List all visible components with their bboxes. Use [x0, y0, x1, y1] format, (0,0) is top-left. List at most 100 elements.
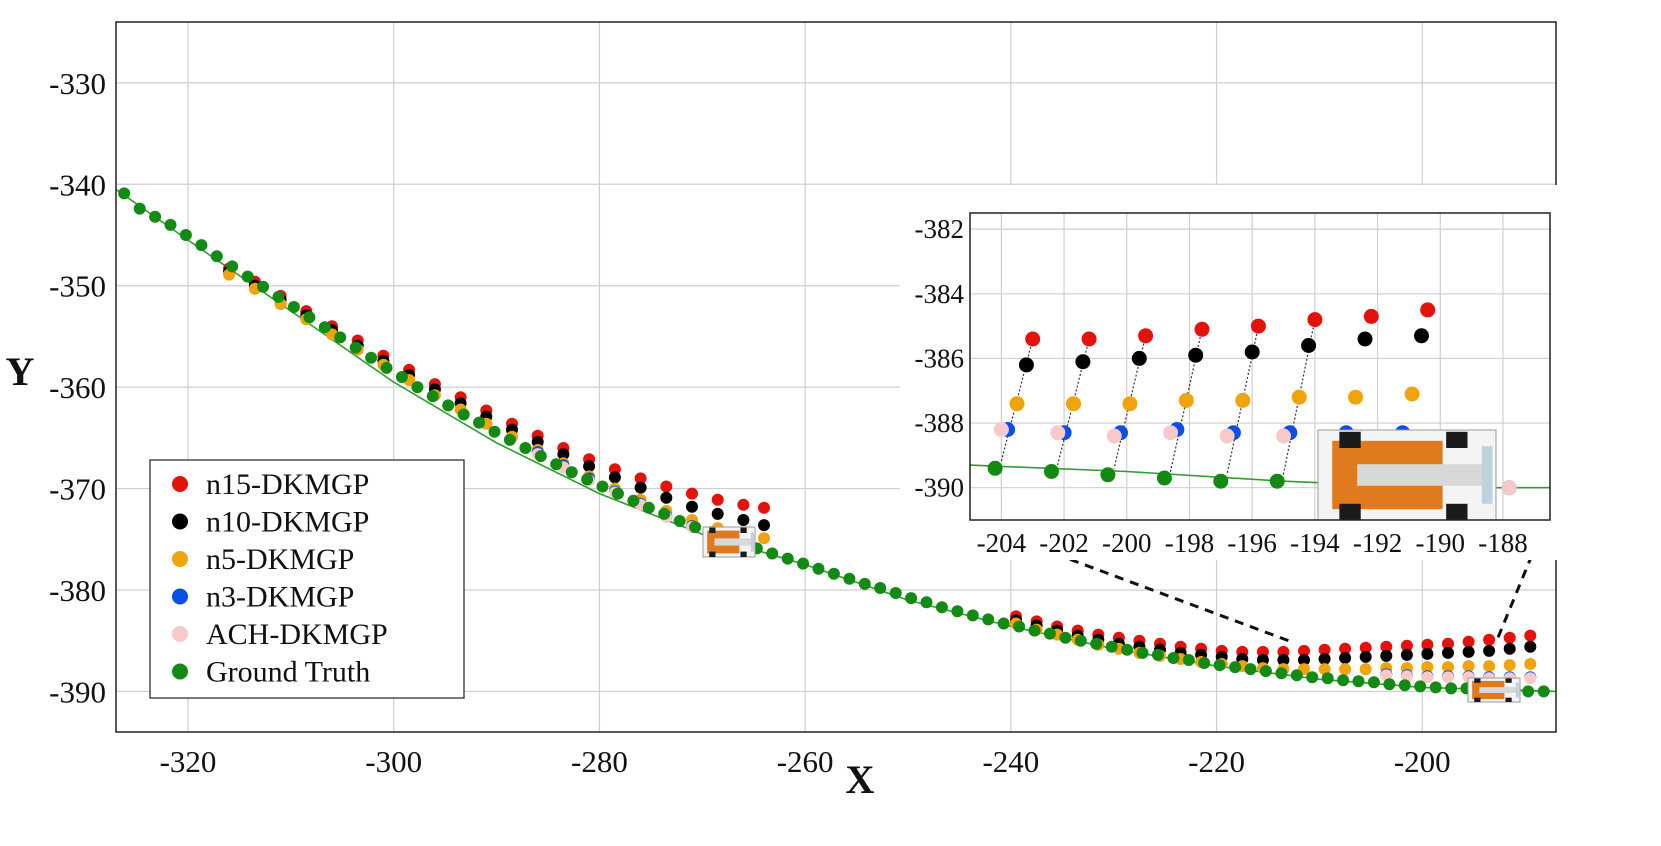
main-point-ground-truth — [1321, 672, 1334, 685]
main-point-ground-truth — [889, 587, 902, 599]
main-point-ground-truth — [210, 250, 223, 263]
main-point-ach-dkmgp — [1442, 671, 1454, 684]
main-point-n15-dkmgp — [1380, 640, 1393, 653]
main-point-ground-truth — [257, 280, 270, 293]
inset-vehicle-wheel — [1446, 503, 1468, 520]
main-point-ground-truth — [133, 202, 146, 215]
inset-y-tick-label: -386 — [915, 343, 965, 373]
main-point-ground-truth — [1013, 620, 1026, 633]
main-point-n15-dkmgp — [1298, 644, 1310, 657]
main-point-ground-truth — [519, 442, 532, 454]
inset-point-n15-dkmgp — [1363, 308, 1379, 324]
main-point-ground-truth — [611, 487, 624, 500]
main-point-ground-truth — [1522, 685, 1535, 698]
main-point-ground-truth — [920, 596, 933, 609]
inset-point-n15-dkmgp — [1025, 331, 1041, 347]
main-point-ach-dkmgp — [1421, 671, 1434, 684]
legend-marker-n3-dkmgp — [172, 588, 188, 605]
main-point-ach-dkmgp — [1400, 670, 1413, 683]
main-point-n5-dkmgp — [758, 532, 770, 545]
main-point-ground-truth — [365, 351, 378, 364]
inset-point-n15-dkmgp — [1138, 328, 1154, 344]
y-axis-title: Y — [6, 349, 35, 394]
main-point-n15-dkmgp — [1421, 638, 1434, 651]
inset-vehicle-wheel — [1446, 431, 1468, 448]
inset-y-tick-label: -384 — [915, 279, 965, 309]
inset-point-ground-truth — [1156, 470, 1172, 486]
main-point-n15-dkmgp — [1442, 637, 1454, 650]
main-plot-area — [115, 187, 1557, 703]
main-point-n10-dkmgp — [634, 481, 647, 494]
main-point-n15-dkmgp — [1503, 631, 1516, 644]
inset-vehicle-front-wing — [1481, 446, 1493, 504]
main-point-n10-dkmgp — [660, 491, 673, 504]
main-point-n15-dkmgp — [660, 480, 673, 493]
inset-point-n10-dkmgp — [1301, 338, 1317, 353]
inset-point-n10-dkmgp — [1414, 328, 1429, 344]
main-point-ground-truth — [118, 187, 131, 200]
legend-marker-n10-dkmgp — [172, 513, 188, 530]
inset-point-ground-truth — [1269, 473, 1285, 489]
main-point-ground-truth — [380, 361, 393, 374]
main-point-ground-truth — [334, 331, 347, 344]
inset-point-n15-dkmgp — [1081, 331, 1097, 347]
main-point-ground-truth — [812, 562, 825, 575]
main-point-ground-truth — [982, 613, 995, 626]
inset-point-n10-dkmgp — [1244, 344, 1260, 360]
inset-tick-labels: -204 -202 -200 -198 -196 -194 -192 -190 -188 -382… — [915, 214, 1528, 558]
main-point-n10-dkmgp — [608, 471, 621, 484]
main-point-n5-dkmgp — [1442, 661, 1454, 674]
main-point-ground-truth — [1105, 640, 1118, 653]
main-point-ground-truth — [766, 547, 779, 560]
legend-label-ground-truth: Ground Truth — [206, 656, 370, 689]
main-point-ground-truth — [1229, 661, 1242, 674]
main-vehicle-end-wheel — [1505, 697, 1512, 702]
legend-label-n10-dkmgp: n10-DKMGP — [206, 506, 369, 539]
main-point-ground-truth — [426, 390, 439, 403]
inset-vehicle-nose — [1357, 464, 1486, 486]
main-point-n10-dkmgp — [758, 519, 770, 532]
main-point-ground-truth — [318, 321, 331, 334]
main-point-ground-truth — [534, 450, 547, 463]
main-point-ground-truth — [1259, 665, 1272, 678]
inset-point-n10-dkmgp — [1075, 354, 1091, 370]
main-point-ground-truth — [287, 301, 300, 313]
main-point-ground-truth — [1429, 681, 1442, 694]
main-vehicle-mid-wheel — [709, 527, 716, 533]
main-vehicle-mid-wheel — [740, 527, 747, 533]
main-point-ground-truth — [642, 501, 655, 514]
main-x-tick-label: -320 — [160, 744, 217, 779]
main-point-n5-dkmgp — [1359, 663, 1372, 676]
main-point-n5-dkmgp — [1524, 658, 1537, 670]
main-point-ground-truth — [442, 399, 455, 412]
legend: n15-DKMGP n10-DKMGP n5-DKMGP n3-DKMGP ACH-DK… — [149, 459, 465, 699]
inset-point-ground-truth — [1213, 473, 1229, 489]
inset-point-ach-dkmgp — [993, 422, 1009, 437]
legend-marker-n5-dkmgp — [172, 551, 188, 567]
main-point-n15-dkmgp — [737, 498, 750, 511]
main-point-n10-dkmgp — [1298, 654, 1310, 666]
main-vehicle-mid — [702, 526, 756, 558]
main-point-ground-truth — [781, 552, 794, 565]
main-point-n10-dkmgp — [1503, 642, 1516, 655]
inset-point-n5-dkmgp — [1009, 396, 1025, 412]
main-point-n10-dkmgp — [1524, 640, 1537, 653]
main-point-ground-truth — [827, 567, 840, 580]
inset-x-tick-label: -200 — [1102, 528, 1152, 558]
inset-x-tick-label: -188 — [1478, 528, 1528, 558]
main-point-ground-truth — [1043, 627, 1056, 640]
inset-point-n5-dkmgp — [1178, 392, 1194, 408]
main-point-ground-truth — [1290, 669, 1303, 682]
main-point-ground-truth — [997, 617, 1010, 630]
inset-point-n15-dkmgp — [1307, 312, 1323, 328]
inset-y-tick-label: -382 — [915, 214, 965, 244]
inset-plot-frame — [969, 212, 1551, 521]
main-point-ground-truth — [874, 582, 887, 594]
main-point-n10-dkmgp — [583, 460, 596, 473]
main-point-ground-truth — [1028, 624, 1041, 637]
main-point-n10-dkmgp — [1483, 644, 1496, 657]
main-point-n15-dkmgp — [1400, 639, 1413, 652]
main-point-ground-truth — [1537, 685, 1550, 698]
main-point-ground-truth — [951, 605, 964, 618]
main-point-ground-truth — [905, 592, 918, 605]
